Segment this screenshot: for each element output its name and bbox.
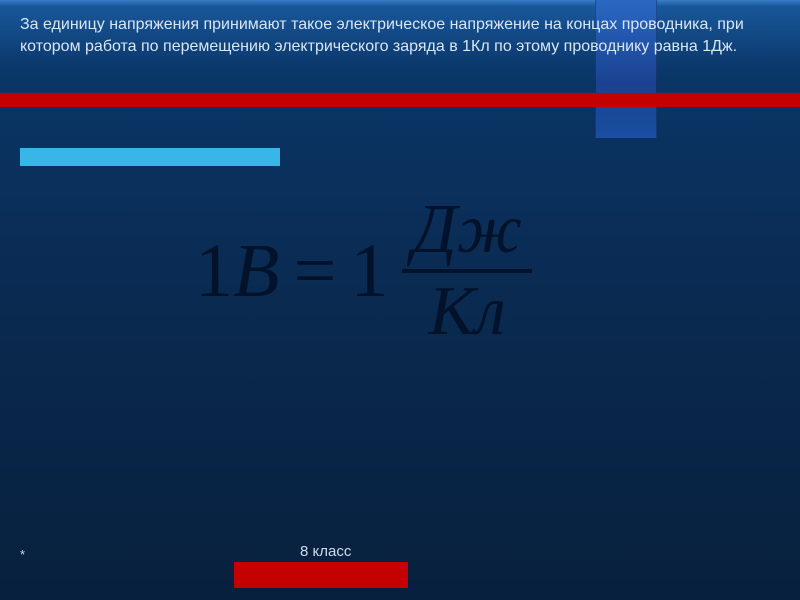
top-gradient-strip: [0, 0, 800, 6]
slide: За единицу напряжения принимают такое эл…: [0, 0, 800, 600]
formula-equals: =: [293, 228, 336, 315]
footer-class-label: 8 класс: [300, 543, 351, 560]
formula-denominator: Кл: [419, 273, 516, 347]
footer-asterisk: *: [20, 547, 25, 562]
formula-rhs-one: 1: [350, 228, 388, 315]
formula-lhs-value: 1: [195, 229, 233, 313]
formula-fraction: Дж Кл: [402, 195, 532, 347]
formula-lhs: 1В: [195, 228, 279, 315]
cyan-bar-decor: [20, 148, 280, 166]
formula-lhs-unit: В: [233, 229, 279, 313]
formula-block: 1В = 1 Дж Кл: [195, 195, 532, 347]
header-paragraph: За единицу напряжения принимают такое эл…: [20, 14, 770, 57]
header-red-strip: [0, 93, 800, 107]
footer-red-strip: [234, 562, 408, 588]
formula-numerator: Дж: [402, 195, 532, 269]
